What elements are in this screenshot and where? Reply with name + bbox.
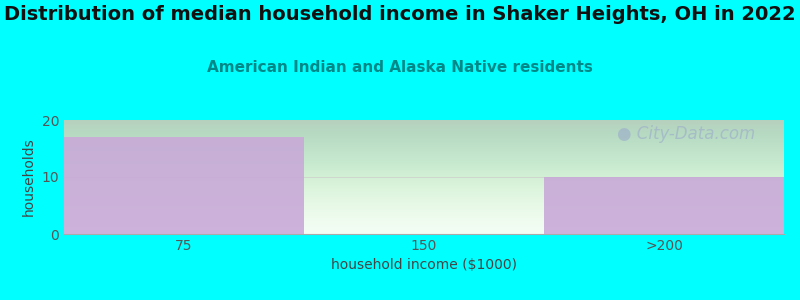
Bar [544, 177, 784, 234]
Text: American Indian and Alaska Native residents: American Indian and Alaska Native reside… [207, 60, 593, 75]
Bar [64, 137, 304, 234]
Y-axis label: households: households [22, 138, 36, 216]
Text: ● City-Data.com: ● City-Data.com [617, 124, 755, 142]
Text: Distribution of median household income in Shaker Heights, OH in 2022: Distribution of median household income … [4, 4, 796, 23]
X-axis label: household income ($1000): household income ($1000) [331, 258, 517, 272]
